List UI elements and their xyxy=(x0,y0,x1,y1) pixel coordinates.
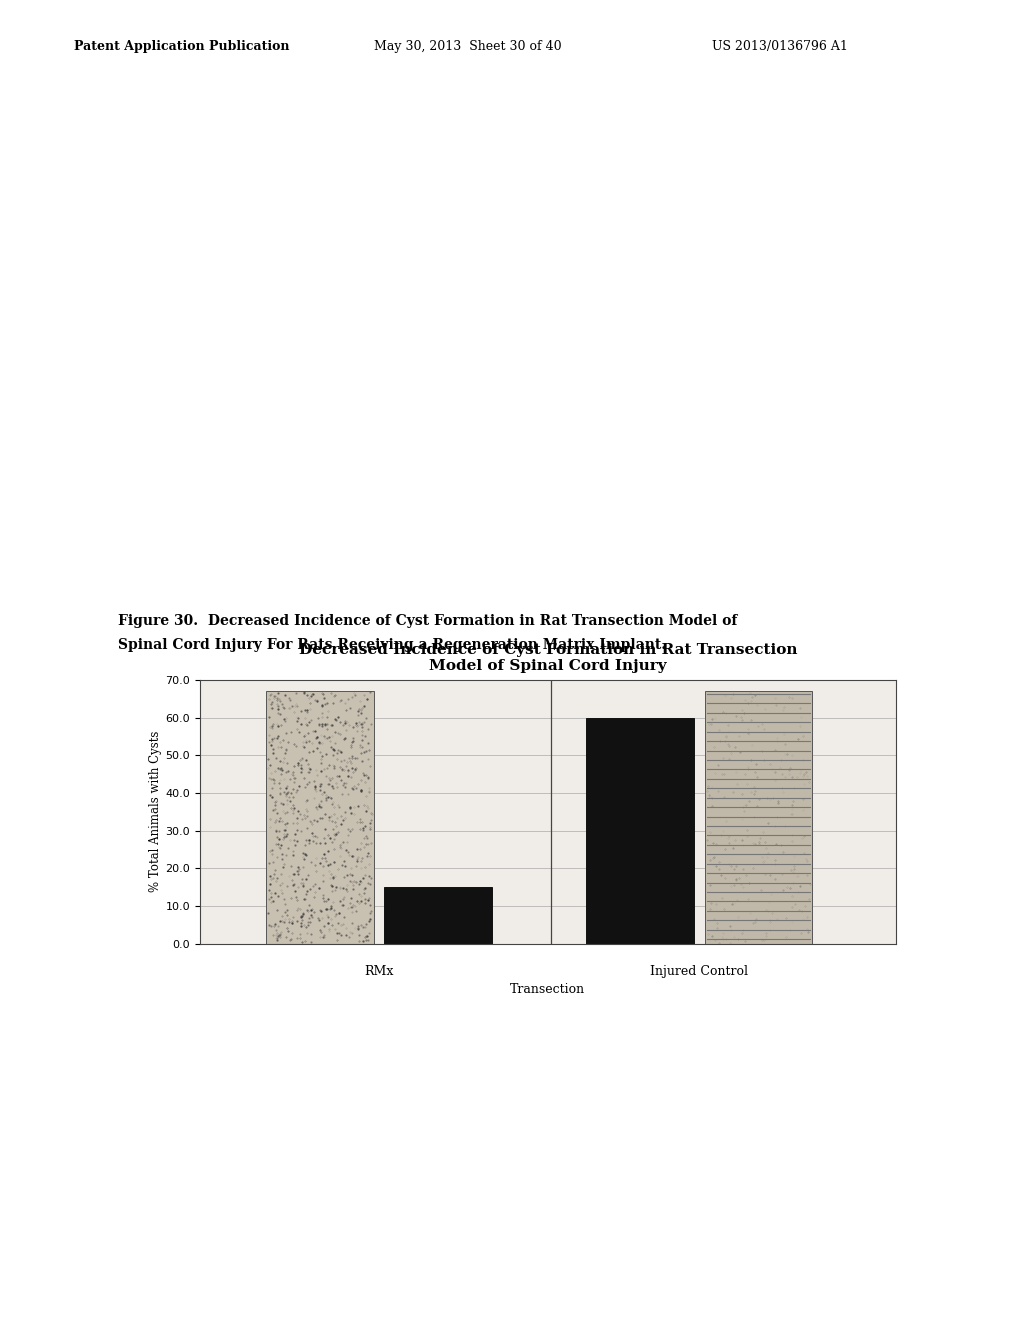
Text: Spinal Cord Injury For Rats Receiving a Regeneration Matrix Implant.: Spinal Cord Injury For Rats Receiving a … xyxy=(118,638,666,652)
Bar xyxy=(384,887,493,944)
Text: Transection: Transection xyxy=(510,983,586,997)
Text: US 2013/0136796 A1: US 2013/0136796 A1 xyxy=(712,40,848,53)
Text: Figure 30.  Decreased Incidence of Cyst Formation in Rat Transection Model of: Figure 30. Decreased Incidence of Cyst F… xyxy=(118,614,737,628)
Text: Patent Application Publication: Patent Application Publication xyxy=(74,40,289,53)
Bar xyxy=(266,692,374,944)
Y-axis label: % Total Animals with Cysts: % Total Animals with Cysts xyxy=(150,731,163,892)
Bar xyxy=(586,718,694,944)
Title: Decreased Incidence of Cyst Formation in Rat Transection
Model of Spinal Cord In: Decreased Incidence of Cyst Formation in… xyxy=(299,643,797,673)
Bar xyxy=(705,692,812,944)
Text: Injured Control: Injured Control xyxy=(650,965,749,978)
Text: May 30, 2013  Sheet 30 of 40: May 30, 2013 Sheet 30 of 40 xyxy=(374,40,561,53)
Text: RMx: RMx xyxy=(365,965,393,978)
